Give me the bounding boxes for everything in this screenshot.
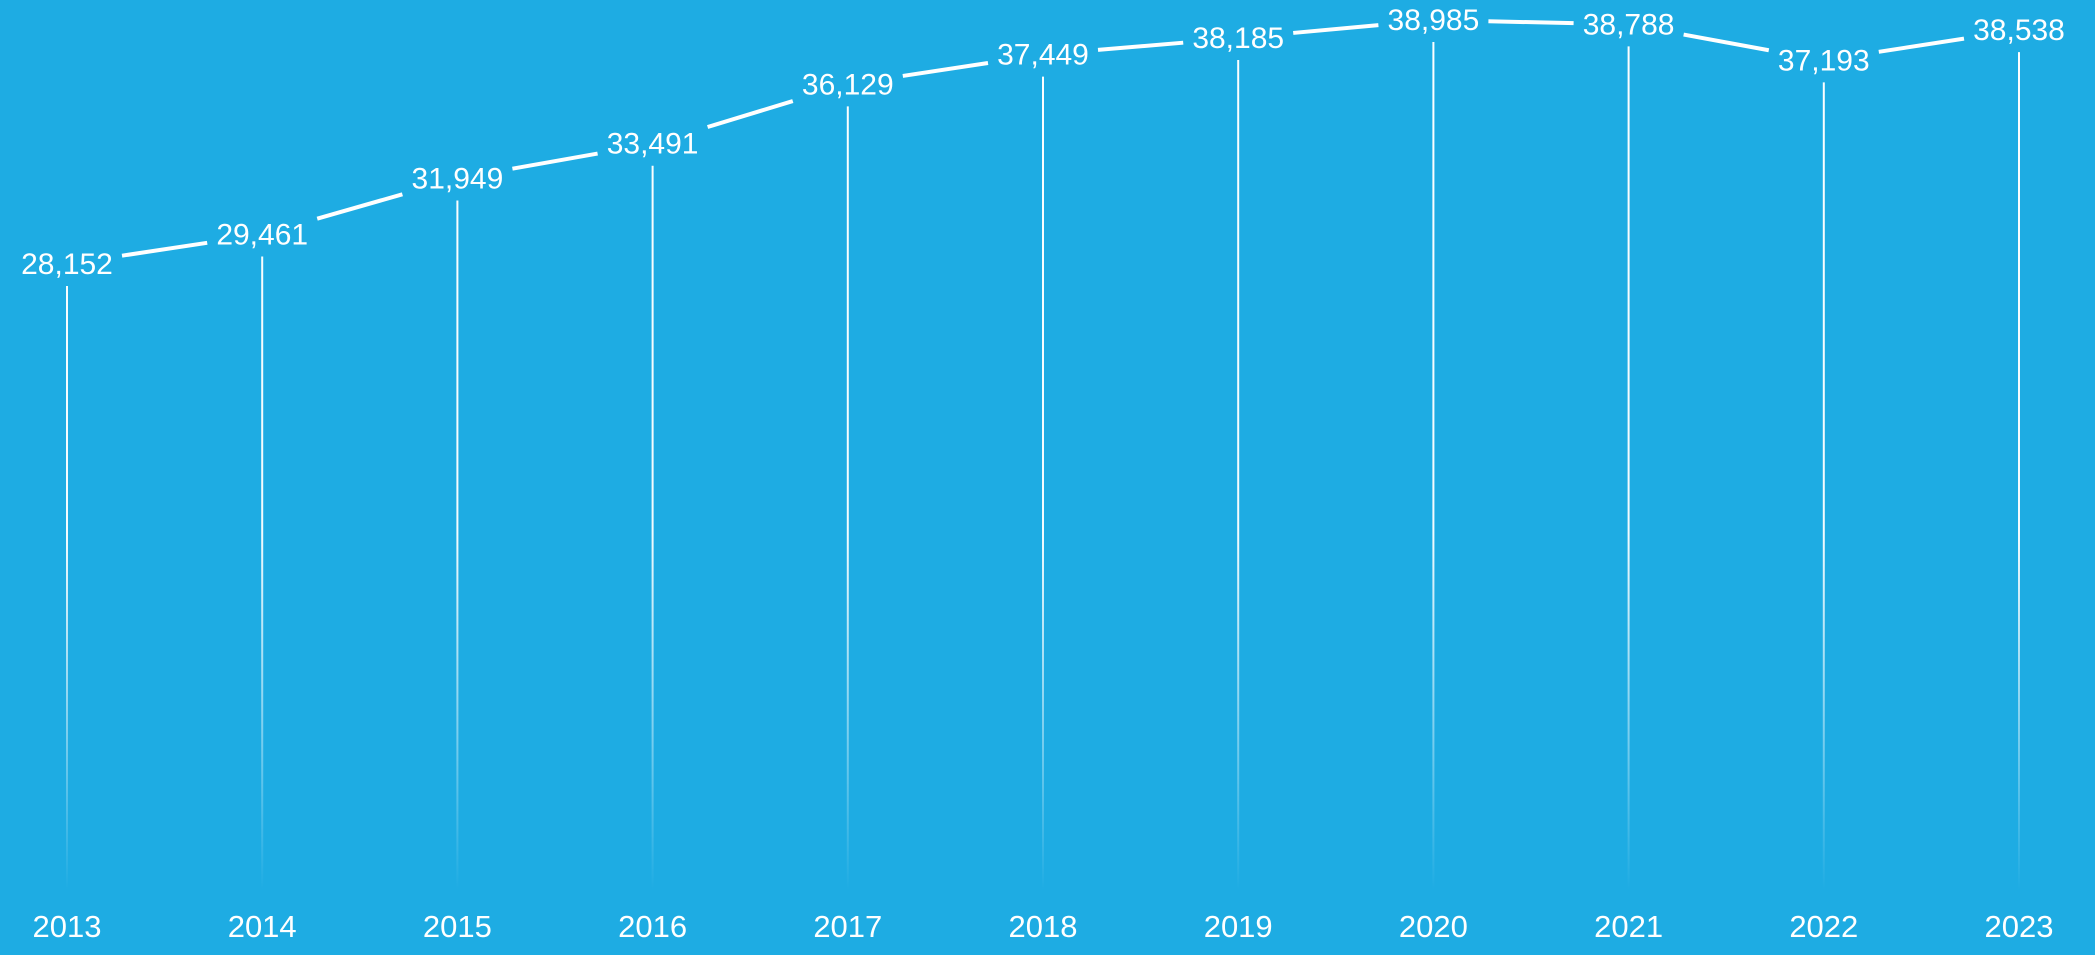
line-segment-2020-2021 — [1488, 19, 1574, 26]
x-axis-tick-labels: 2013 2014 2015 2016 2017 2018 2019 2020 2021 2022… — [33, 909, 2054, 944]
x-tick-label-2020: 2020 — [1399, 909, 1468, 944]
data-label-2013: 28,152 — [21, 248, 113, 281]
x-tick-label-2017: 2017 — [813, 909, 882, 944]
line-segment-2016-2017 — [707, 99, 794, 129]
line-segment-2019-2020 — [1293, 23, 1379, 35]
x-tick-label-2015: 2015 — [423, 909, 492, 944]
line-segment-2022-2023 — [1878, 36, 1965, 54]
data-label-2014: 29,461 — [216, 219, 308, 252]
data-label-2021: 38,788 — [1583, 8, 1675, 41]
data-label-2016: 33,491 — [607, 128, 699, 161]
line-segment-2014-2015 — [316, 192, 403, 221]
x-tick-label-2014: 2014 — [228, 909, 297, 944]
data-label-2018: 37,449 — [997, 39, 1089, 72]
line-segment-2015-2016 — [512, 151, 598, 171]
data-label-2023: 38,538 — [1973, 14, 2065, 47]
line-segment-2021-2022 — [1683, 32, 1770, 53]
x-tick-label-2013: 2013 — [33, 909, 102, 944]
x-tick-label-2018: 2018 — [1009, 909, 1078, 944]
x-tick-label-2022: 2022 — [1789, 909, 1858, 944]
drop-lines — [66, 42, 2020, 890]
data-label-2015: 31,949 — [412, 162, 504, 195]
data-label-2019: 38,185 — [1192, 22, 1284, 55]
x-tick-label-2016: 2016 — [618, 909, 687, 944]
data-label-2022: 37,193 — [1778, 44, 1870, 77]
x-tick-label-2023: 2023 — [1985, 909, 2054, 944]
x-tick-label-2021: 2021 — [1594, 909, 1663, 944]
series-line — [121, 19, 1965, 258]
x-tick-label-2019: 2019 — [1204, 909, 1273, 944]
data-label-2020: 38,985 — [1388, 4, 1480, 37]
line-segment-2018-2019 — [1097, 40, 1184, 52]
data-label-2017: 36,129 — [802, 68, 894, 101]
line-segment-2017-2018 — [902, 60, 989, 78]
data-labels: 28,152 29,461 31,949 33,491 36,129 37,449 38,1… — [21, 4, 2065, 281]
line-segment-2013-2014 — [121, 240, 208, 258]
